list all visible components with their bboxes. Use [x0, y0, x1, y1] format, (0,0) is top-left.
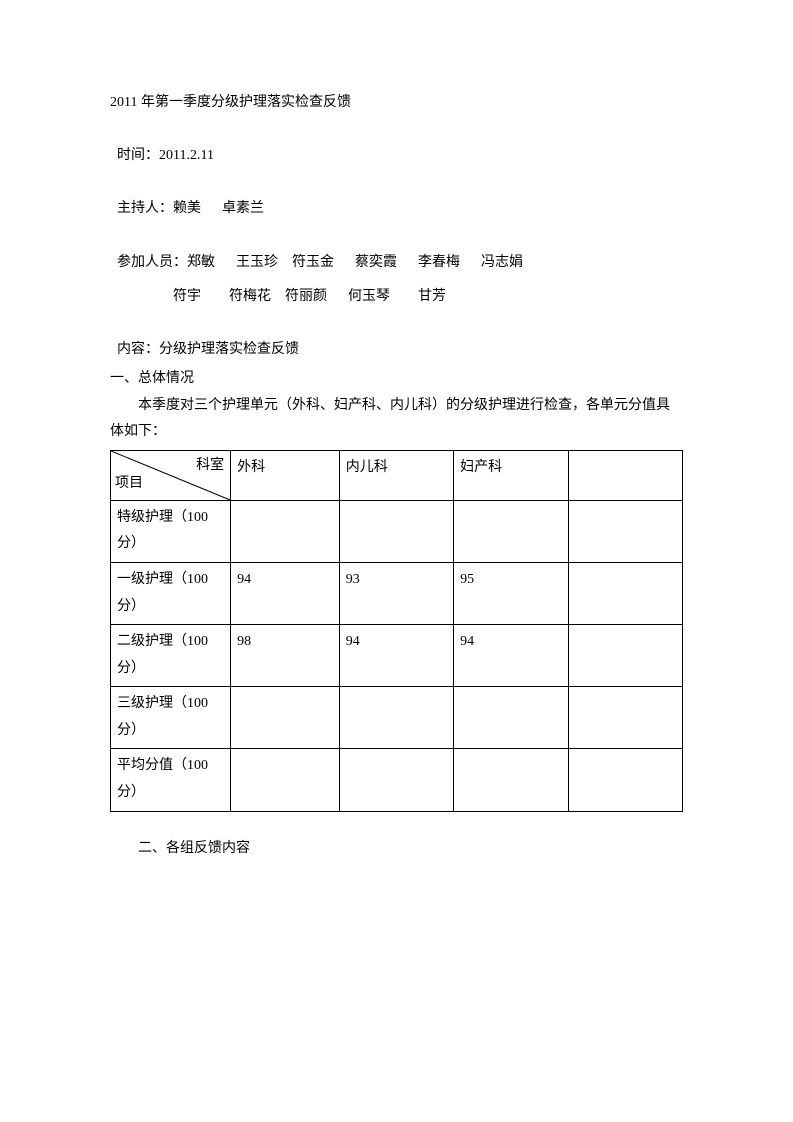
document-title: 2011 年第一季度分级护理落实检查反馈	[110, 90, 683, 117]
table-cell	[339, 500, 453, 562]
content-line: 内容：分级护理落实检查反馈	[110, 311, 683, 364]
table-cell: 94	[339, 625, 453, 687]
time-line: 时间：2011.2.11	[110, 117, 683, 170]
content-value: 分级护理落实检查反馈	[159, 342, 299, 357]
host-label: 主持人：	[117, 201, 173, 216]
table-cell	[454, 687, 568, 749]
table-cell	[231, 500, 340, 562]
table-row: 特级护理（100 分）	[111, 500, 683, 562]
host-line: 主持人：赖美 卓素兰	[110, 170, 683, 223]
table-row: 一级护理（100 分） 94 93 95	[111, 562, 683, 624]
table-cell	[568, 500, 682, 562]
table-cell	[568, 687, 682, 749]
table-column-header	[568, 450, 682, 500]
attendees-names-1: 郑敏 王玉珍 符玉金 蔡奕霞 李春梅 冯志娟	[187, 255, 523, 270]
scores-table: 科室 项目 外科 内儿科 妇产科 特级护理（100 分） 一级护理（100 分）…	[110, 450, 683, 812]
section-1-title: 一、总体情况	[110, 366, 683, 393]
table-cell	[568, 749, 682, 811]
table-cell: 93	[339, 562, 453, 624]
table-row-label: 三级护理（100 分）	[111, 687, 231, 749]
table-cell	[231, 749, 340, 811]
table-column-header: 内儿科	[339, 450, 453, 500]
table-cell	[568, 625, 682, 687]
attendees-label: 参加人员：	[117, 255, 187, 270]
table-cell: 95	[454, 562, 568, 624]
time-value: 2011.2.11	[159, 148, 214, 163]
table-row-label: 平均分值（100 分）	[111, 749, 231, 811]
attendees-line-2: 符宇 符梅花 符丽颜 何玉琴 甘芳	[110, 284, 683, 311]
section-2-title: 二、各组反馈内容	[110, 836, 683, 863]
table-column-header: 妇产科	[454, 450, 568, 500]
diagonal-bottom-label: 项目	[115, 471, 143, 498]
table-cell	[231, 687, 340, 749]
table-column-header: 外科	[231, 450, 340, 500]
table-cell: 94	[454, 625, 568, 687]
table-row-label: 二级护理（100 分）	[111, 625, 231, 687]
table-cell	[454, 749, 568, 811]
table-cell: 98	[231, 625, 340, 687]
section-1-intro: 本季度对三个护理单元（外科、妇产科、内儿科）的分级护理进行检查，各单元分值具体如…	[110, 393, 683, 446]
table-row-label: 一级护理（100 分）	[111, 562, 231, 624]
table-header-diagonal: 科室 项目	[111, 450, 231, 500]
table-row: 平均分值（100 分）	[111, 749, 683, 811]
table-cell	[568, 562, 682, 624]
table-row: 二级护理（100 分） 98 94 94	[111, 625, 683, 687]
content-label: 内容：	[117, 342, 159, 357]
diagonal-top-label: 科室	[196, 453, 224, 480]
attendees-line-1: 参加人员：郑敏 王玉珍 符玉金 蔡奕霞 李春梅 冯志娟	[110, 223, 683, 276]
table-cell	[339, 687, 453, 749]
table-row: 三级护理（100 分）	[111, 687, 683, 749]
table-cell: 94	[231, 562, 340, 624]
host-names: 赖美 卓素兰	[173, 201, 264, 216]
table-row-label: 特级护理（100 分）	[111, 500, 231, 562]
time-label: 时间：	[117, 148, 159, 163]
table-header-row: 科室 项目 外科 内儿科 妇产科	[111, 450, 683, 500]
table-cell	[339, 749, 453, 811]
table-cell	[454, 500, 568, 562]
